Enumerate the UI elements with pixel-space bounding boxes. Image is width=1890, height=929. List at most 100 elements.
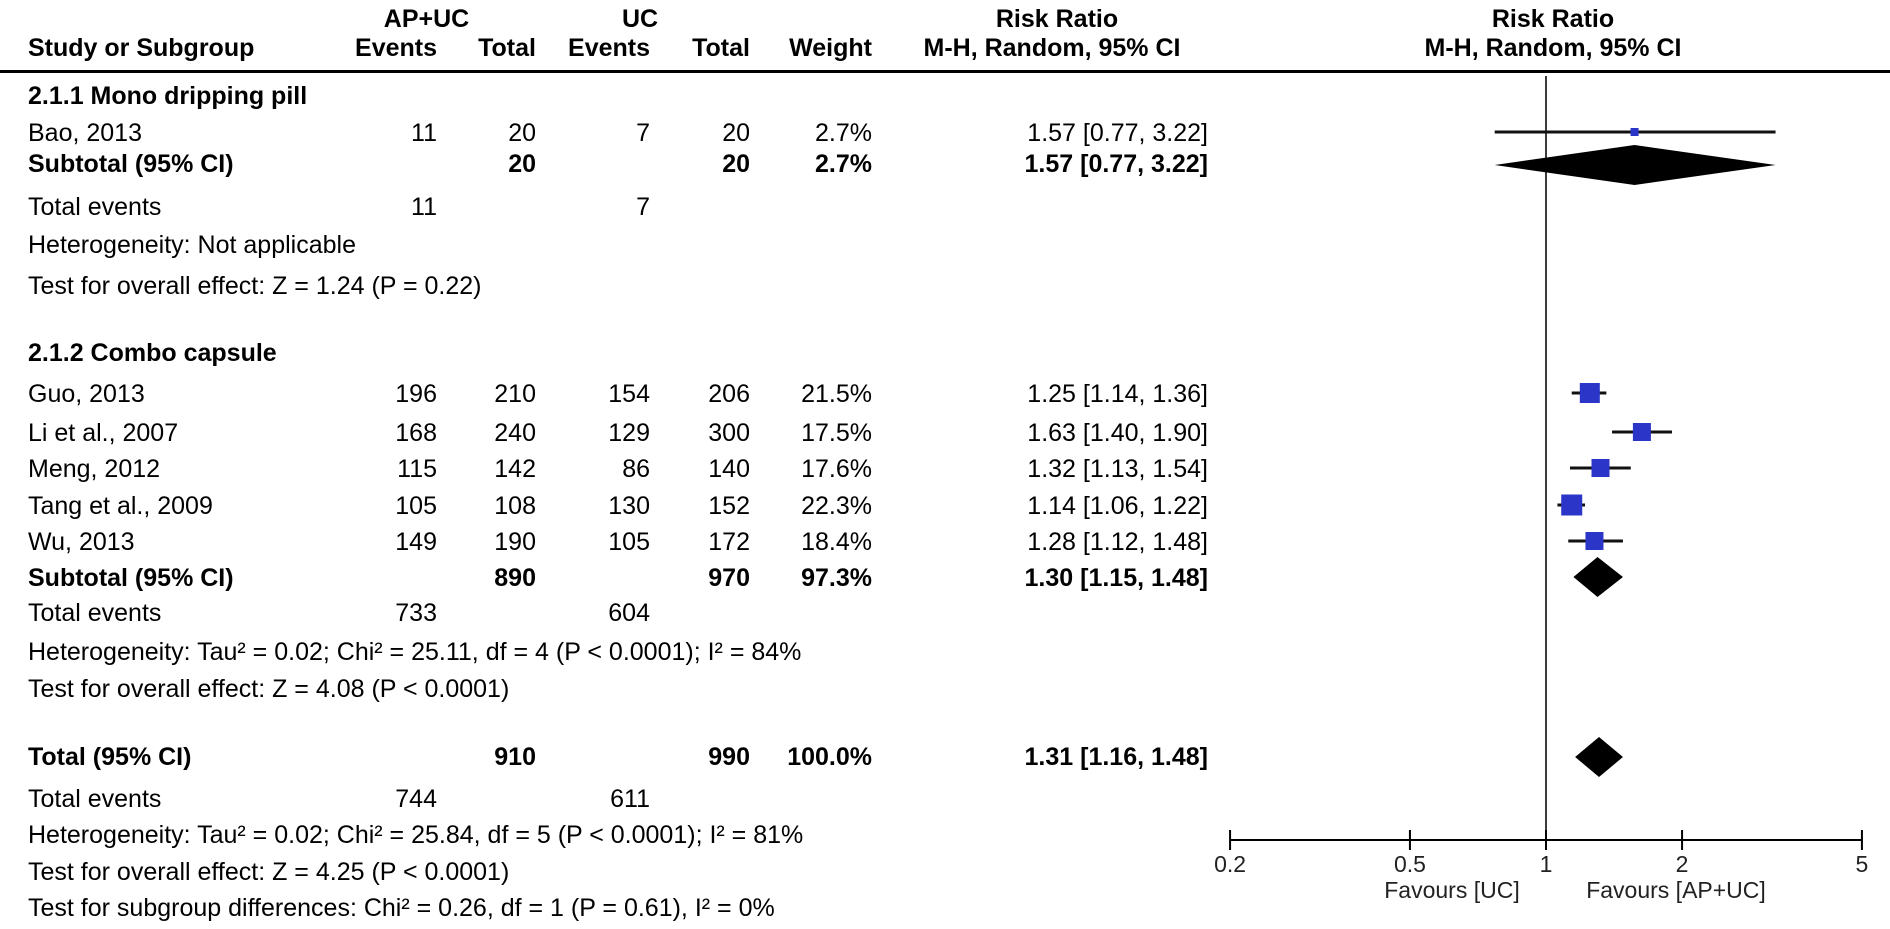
subgroup-title-label: 2.1.2 Combo capsule [28,339,277,367]
study-row-bao-2013: Bao, 2013 11 20 7 20 2.7% 1.57 [0.77, 3.… [0,118,1230,148]
subgroup-title-label: 2.1.1 Mono dripping pill [28,82,308,110]
total1-cell: 890 [494,564,536,592]
total2-cell: 172 [708,528,750,556]
weight-cell: 97.3% [801,564,872,592]
total-label: Total (95% CI) [28,743,192,771]
study-col-header: Study or Subgroup [28,34,255,62]
ci-cell: 1.57 [0.77, 3.22] [1027,119,1208,147]
heterogeneity-text: Heterogeneity: Tau² = 0.02; Chi² = 25.11… [28,638,802,666]
x-axis-tick-label: 2 [1676,851,1689,877]
events1-cell: 168 [395,419,437,447]
events2-cell: 611 [610,785,650,813]
heterogeneity-row-1: Heterogeneity: Not applicable [0,230,1230,260]
total1-col-header: Total [478,34,536,62]
events2-cell: 604 [608,599,650,627]
events1-cell: 196 [395,380,437,408]
total2-cell: 970 [708,564,750,592]
pooled-diamond [1573,557,1623,597]
method-header-plot: M-H, Random, 95% CI [1424,34,1682,62]
study-name: Li et al., 2007 [28,419,179,447]
x-axis-tick-label: 5 [1856,851,1869,877]
risk-ratio-header-table: Risk Ratio [995,5,1119,33]
point-estimate-marker [1632,423,1651,441]
weight-cell: 18.4% [801,528,872,556]
total1-cell: 108 [494,492,536,520]
x-axis-tick-label: 0.5 [1394,851,1426,877]
study-row-guo-2013: Guo, 2013 196 210 154 206 21.5% 1.25 [1.… [0,379,1230,409]
total-events-label: Total events [28,599,162,627]
study-row-wu-2013: Wu, 2013 149 190 105 172 18.4% 1.28 [1.1… [0,527,1230,557]
ci-cell: 1.57 [0.77, 3.22] [1024,150,1208,178]
risk-ratio-header-plot: Risk Ratio [1491,5,1615,33]
weight-cell: 22.3% [801,492,872,520]
total2-cell: 990 [708,743,750,771]
heterogeneity-row-2: Heterogeneity: Tau² = 0.02; Chi² = 25.11… [0,637,1230,667]
header-row-groups: AP+UC UC Risk Ratio [0,4,1230,34]
events2-cell: 7 [636,193,650,221]
heterogeneity-text: Heterogeneity: Tau² = 0.02; Chi² = 25.84… [28,821,804,849]
heterogeneity-text: Heterogeneity: Not applicable [28,231,356,259]
ci-cell: 1.30 [1.15, 1.48] [1024,564,1208,592]
favours-left-label: Favours [UC] [1384,877,1519,903]
total1-cell: 20 [508,119,536,147]
x-axis-tick-label: 1 [1540,851,1553,877]
events1-cell: 11 [411,119,437,147]
total1-cell: 910 [494,743,536,771]
weight-cell: 17.5% [801,419,872,447]
events1-cell: 733 [395,599,437,627]
total2-col-header: Total [692,34,750,62]
favours-right-label: Favours [AP+UC] [1586,877,1766,903]
point-estimate-marker [1579,383,1600,403]
total2-cell: 300 [708,419,750,447]
subtotal-label: Subtotal (95% CI) [28,150,234,178]
point-estimate-marker [1585,532,1604,550]
total2-cell: 152 [708,492,750,520]
x-axis-tick-label: 0.2 [1214,851,1246,877]
events2-cell: 105 [608,528,650,556]
heterogeneity-row-overall: Heterogeneity: Tau² = 0.02; Chi² = 25.84… [0,820,1230,850]
events1-cell: 744 [395,785,437,813]
method-col-header: M-H, Random, 95% CI [923,34,1181,62]
events2-cell: 7 [636,119,650,147]
study-row-tang-2009: Tang et al., 2009 105 108 130 152 22.3% … [0,491,1230,521]
events2-cell: 86 [622,455,650,483]
point-estimate-marker [1630,128,1639,136]
events1-col-header: Events [355,34,437,62]
weight-cell: 2.7% [815,119,872,147]
events1-cell: 105 [395,492,437,520]
total-events-row-overall: Total events 744 611 [0,784,1230,814]
weight-cell: 17.6% [801,455,872,483]
ci-cell: 1.63 [1.40, 1.90] [1027,419,1208,447]
pooled-diamond [1575,737,1623,777]
events1-cell: 11 [411,193,437,221]
group1-header: AP+UC [383,5,470,33]
study-name: Meng, 2012 [28,455,161,483]
total1-cell: 240 [494,419,536,447]
study-name: Bao, 2013 [28,119,142,147]
ci-cell: 1.14 [1.06, 1.22] [1027,492,1208,520]
weight-col-header: Weight [789,34,872,62]
overall-effect-row-overall: Test for overall effect: Z = 4.25 (P < 0… [0,857,1230,887]
total-events-row-1: Total events 11 7 [0,192,1230,222]
subtotal-row-1: Subtotal (95% CI) 20 20 2.7% 1.57 [0.77,… [0,149,1230,179]
point-estimate-marker [1561,494,1583,516]
overall-effect-text: Test for overall effect: Z = 1.24 (P = 0… [28,272,482,300]
header-rule [0,70,1890,73]
events2-col-header: Events [568,34,650,62]
ci-cell: 1.32 [1.13, 1.54] [1027,455,1208,483]
events1-cell: 115 [397,455,437,483]
subgroup-differences-row: Test for subgroup differences: Chi² = 0.… [0,893,1230,923]
pooled-diamond [1494,145,1776,185]
total2-cell: 20 [722,119,750,147]
study-row-meng-2012: Meng, 2012 115 142 86 140 17.6% 1.32 [1.… [0,454,1230,484]
header-row-plot-title: Risk Ratio [0,4,1890,34]
ci-cell: 1.28 [1.12, 1.48] [1027,528,1208,556]
subgroup-title-1: 2.1.1 Mono dripping pill [0,81,1230,111]
header-row-columns: Study or Subgroup Events Total Events To… [0,33,1230,63]
total2-cell: 206 [708,380,750,408]
total-row: Total (95% CI) 910 990 100.0% 1.31 [1.16… [0,742,1230,772]
overall-effect-row-2: Test for overall effect: Z = 4.08 (P < 0… [0,674,1230,704]
total-events-label: Total events [28,785,162,813]
events2-cell: 129 [608,419,650,447]
